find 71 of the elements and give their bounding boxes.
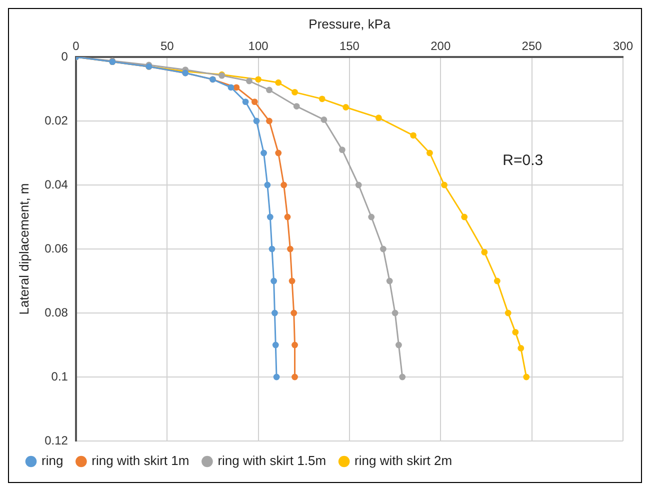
point	[272, 342, 279, 348]
y-tick-label: 0.02	[44, 113, 68, 128]
legend-label: ring	[42, 453, 64, 468]
y-tick-label: 0.08	[44, 305, 68, 320]
point	[375, 114, 382, 121]
point	[320, 116, 328, 123]
point	[392, 310, 398, 316]
y-tick-label: 0.12	[44, 433, 68, 448]
point	[266, 86, 272, 94]
point	[266, 118, 272, 124]
point	[461, 214, 468, 220]
point	[426, 150, 433, 156]
point	[287, 246, 294, 252]
point	[494, 278, 500, 284]
legend-label: ring with skirt 2m	[354, 453, 452, 468]
x-tick-label: 100	[248, 39, 269, 54]
point	[275, 150, 282, 156]
y-axis-title: Lateral diplacement, m	[16, 183, 32, 315]
point	[284, 214, 291, 220]
point	[355, 182, 362, 188]
point	[228, 84, 234, 91]
point	[386, 278, 393, 284]
point	[293, 103, 300, 110]
y-tick-label: 0.06	[44, 241, 68, 256]
point	[253, 118, 260, 124]
x-tick-label: 50	[160, 39, 174, 54]
point	[266, 214, 274, 220]
point	[399, 374, 406, 380]
point	[342, 104, 350, 110]
annotation: R=0.3	[502, 152, 544, 169]
point	[368, 214, 375, 220]
point	[396, 342, 402, 348]
point	[288, 278, 296, 284]
y-tick-label: 0	[61, 49, 68, 64]
point	[272, 310, 278, 316]
point	[380, 246, 386, 252]
point	[242, 98, 249, 105]
point	[290, 310, 298, 316]
y-tick-label: 0.04	[44, 177, 68, 192]
point	[292, 89, 298, 96]
point	[504, 310, 512, 316]
point	[255, 76, 262, 83]
x-tick-label: 200	[430, 39, 451, 54]
point	[270, 278, 278, 284]
x-tick-label: 300	[612, 39, 634, 54]
point	[523, 374, 530, 380]
point	[260, 150, 267, 156]
point	[481, 249, 488, 256]
x-axis-title: Pressure, kPa	[308, 16, 392, 32]
point	[275, 79, 282, 86]
legend-label: ring with skirt 1m	[92, 453, 190, 468]
point	[410, 132, 416, 139]
point	[280, 182, 288, 188]
point	[338, 146, 346, 153]
point	[518, 345, 524, 352]
x-tick-label: 250	[522, 39, 542, 54]
point	[512, 329, 519, 336]
point	[292, 342, 298, 348]
point	[264, 182, 271, 188]
legend-label: ring with skirt 1.5m	[218, 453, 326, 468]
x-tick-label: 0	[72, 39, 80, 54]
point	[268, 246, 276, 252]
point	[292, 374, 298, 380]
x-tick-label: 150	[339, 39, 360, 54]
point	[441, 182, 448, 188]
point	[233, 84, 240, 91]
point	[273, 374, 280, 380]
point	[246, 78, 252, 84]
point	[251, 98, 258, 105]
y-tick-label: 0.1	[51, 369, 68, 384]
point	[318, 96, 326, 102]
